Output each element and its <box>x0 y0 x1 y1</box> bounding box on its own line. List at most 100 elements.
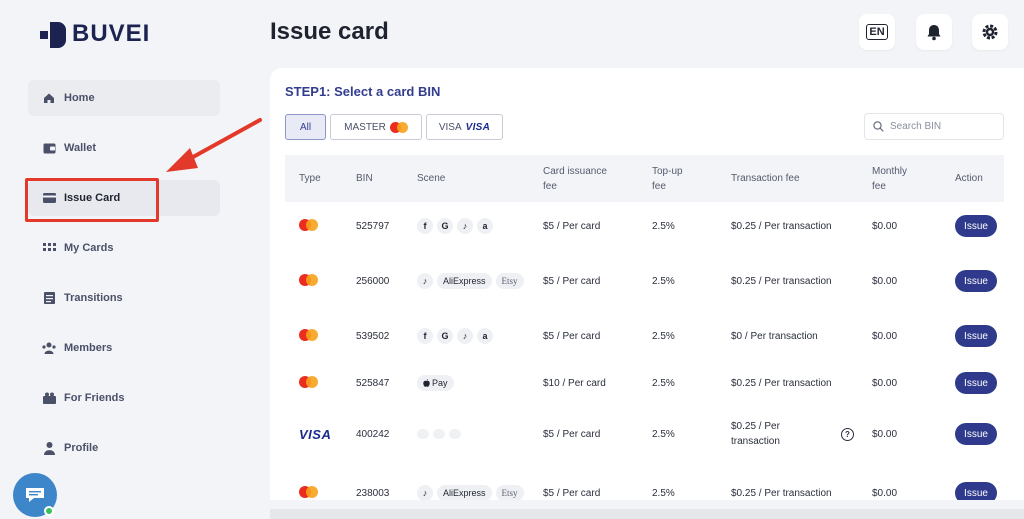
bin-cell: 525847 <box>356 377 390 389</box>
apple-pay-icon: Pay <box>417 375 454 391</box>
visa-logo-icon: VISA <box>465 121 491 133</box>
sidebar-item-label: Transitions <box>64 292 123 304</box>
scene-list: ♪ AliExpress Etsy <box>417 485 527 500</box>
sidebar-item-home[interactable]: Home <box>28 80 220 116</box>
brand-logo: BUVEI <box>40 20 150 48</box>
language-label: EN <box>866 24 888 40</box>
grid-icon <box>42 241 56 255</box>
sidebar-item-label: Issue Card <box>64 192 121 204</box>
table-row: VISA 400242 $5 / Per card 2.5% $0.25 / P… <box>285 406 1004 462</box>
mastercard-icon <box>299 375 318 388</box>
aliexpress-icon: AliExpress <box>437 273 492 289</box>
filter-all-button[interactable]: All <box>285 114 326 140</box>
topup-fee-cell: 2.5% <box>652 275 675 287</box>
page-title: Issue card <box>270 18 389 45</box>
transaction-fee-cell: $0.25 / Per transaction <box>731 275 832 287</box>
sidebar-item-label: Wallet <box>64 142 96 154</box>
issuance-fee-cell: $5 / Per card <box>543 330 601 342</box>
sidebar-item-members[interactable]: Members <box>28 330 220 366</box>
tiktok-icon: ♪ <box>457 328 473 344</box>
table-row: 525847 Pay $10 / Per card 2.5% $0.25 / P… <box>285 360 1004 406</box>
column-header-scene: Scene <box>417 173 446 184</box>
issuance-fee-cell: $5 / Per card <box>543 487 601 499</box>
issue-button[interactable]: Issue <box>955 270 997 292</box>
aliexpress-icon: AliExpress <box>437 485 492 500</box>
mastercard-icon <box>389 121 408 133</box>
column-header-topup-fee: Top-up fee <box>652 165 683 192</box>
sidebar-item-issue-card[interactable]: Issue Card <box>28 180 220 216</box>
tiktok-icon: ♪ <box>417 485 433 500</box>
tiktok-icon: ♪ <box>457 218 473 234</box>
sidebar-item-label: Members <box>64 342 113 354</box>
scene-list: ♪ AliExpress Etsy <box>417 273 527 289</box>
bin-cell: 256000 <box>356 275 390 287</box>
table-row: 525797 f G ♪ a $5 / Per card 2.5% $0.25 … <box>285 202 1004 250</box>
issuance-fee-cell: $5 / Per card <box>543 428 601 440</box>
scene-placeholder <box>433 429 445 439</box>
bin-cell: 539502 <box>356 330 390 342</box>
topup-fee-cell: 2.5% <box>652 487 675 499</box>
settings-button[interactable] <box>972 14 1008 50</box>
issue-button[interactable]: Issue <box>955 372 997 394</box>
annotation-highlight-box <box>25 178 159 222</box>
bin-table: Type BIN Scene Card issuance fee Top-up … <box>285 155 1004 500</box>
search-bin-input[interactable] <box>890 121 990 132</box>
chat-button[interactable] <box>13 473 57 517</box>
sidebar-item-my-cards[interactable]: My Cards <box>28 230 220 266</box>
transaction-fee-cell: $0.25 / Per transaction <box>731 220 832 232</box>
scene-list: Pay <box>417 375 527 391</box>
monthly-fee-cell: $0.00 <box>872 487 898 499</box>
topup-fee-cell: 2.5% <box>652 330 675 342</box>
search-bin-box[interactable] <box>864 113 1004 140</box>
bin-cell: 400242 <box>356 428 390 440</box>
notifications-button[interactable] <box>916 14 952 50</box>
filter-visa-button[interactable]: VISA VISA <box>426 114 503 140</box>
visa-logo-icon: VISA <box>299 426 332 442</box>
scene-list <box>417 429 527 439</box>
issue-button[interactable]: Issue <box>955 215 997 237</box>
mastercard-icon <box>299 328 318 341</box>
language-button[interactable]: EN <box>859 14 895 50</box>
table-header-row: Type BIN Scene Card issuance fee Top-up … <box>285 155 1004 202</box>
wallet-icon <box>42 141 56 155</box>
bin-cell: 525797 <box>356 220 390 232</box>
monthly-fee-cell: $0.00 <box>872 275 898 287</box>
issue-button[interactable]: Issue <box>955 325 997 347</box>
monthly-fee-cell: $0.00 <box>872 330 898 342</box>
sidebar-item-profile[interactable]: Profile <box>28 430 220 466</box>
transaction-fee-cell: $0.25 / Per transaction? <box>731 419 858 449</box>
help-icon[interactable]: ? <box>841 427 854 441</box>
filter-master-button[interactable]: MASTER <box>330 114 422 140</box>
people-icon <box>42 341 56 355</box>
column-header-action: Action <box>955 173 983 184</box>
google-icon: G <box>437 328 453 344</box>
brand-name: BUVEI <box>72 20 151 47</box>
sidebar-item-wallet[interactable]: Wallet <box>28 130 220 166</box>
topup-fee-cell: 2.5% <box>652 220 675 232</box>
annotation-arrow-icon <box>166 118 262 172</box>
mastercard-icon <box>299 273 318 286</box>
sidebar-item-label: Profile <box>64 442 99 454</box>
google-icon: G <box>437 218 453 234</box>
scene-placeholder <box>417 429 429 439</box>
mastercard-icon <box>299 485 318 498</box>
sidebar-item-for-friends[interactable]: For Friends <box>28 380 220 416</box>
amazon-icon: a <box>477 218 493 234</box>
issuance-fee-cell: $5 / Per card <box>543 220 601 232</box>
step-title: STEP1: Select a card BIN <box>285 84 441 99</box>
transaction-fee-cell: $0.25 / Per transaction <box>731 487 832 499</box>
filter-all-label: All <box>299 121 312 133</box>
horizontal-scrollbar[interactable] <box>270 509 1024 519</box>
table-row: 256000 ♪ AliExpress Etsy $5 / Per card 2… <box>285 250 1004 312</box>
facebook-icon: f <box>417 328 433 344</box>
issuance-fee-cell: $10 / Per card <box>543 377 606 389</box>
topup-fee-cell: 2.5% <box>652 377 675 389</box>
column-header-bin: BIN <box>356 173 373 184</box>
online-status-dot <box>44 506 54 516</box>
issue-button[interactable]: Issue <box>955 482 997 500</box>
logo-icon <box>40 20 66 48</box>
sidebar-item-transitions[interactable]: Transitions <box>28 280 220 316</box>
issue-button[interactable]: Issue <box>955 423 997 445</box>
table-row: 238003 ♪ AliExpress Etsy $5 / Per card 2… <box>285 462 1004 500</box>
column-header-transaction-fee: Transaction fee <box>731 173 800 184</box>
